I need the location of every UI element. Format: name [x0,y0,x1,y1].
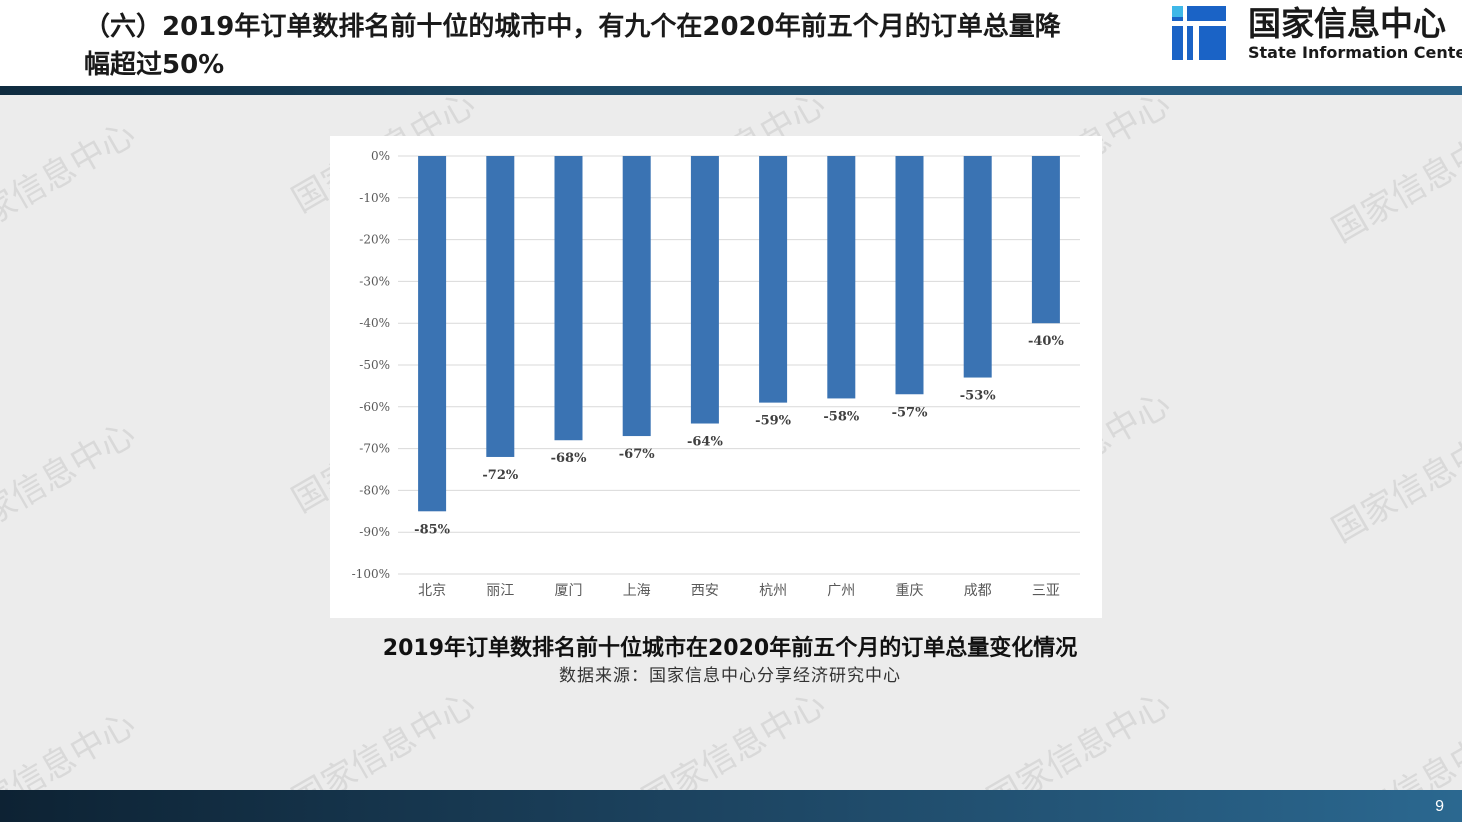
y-tick-label: -10% [359,191,390,205]
watermark-text: 国家信息中心 [1325,414,1462,551]
x-tick-label: 丽江 [486,583,514,599]
watermark-text: 国家信息中心 [1325,114,1462,251]
bar [963,156,992,378]
x-tick-label: 西安 [691,583,719,599]
bar [486,156,515,457]
watermark-text: 国家信息中心 [0,414,143,551]
data-label: -67% [619,447,655,462]
y-tick-label: -40% [359,316,390,330]
data-label: -68% [551,451,587,466]
y-tick-label: -50% [359,358,390,372]
bar [1031,156,1060,324]
x-tick-label: 成都 [964,583,992,599]
x-tick-label: 厦门 [555,583,583,599]
bar-chart: 0% -10% -20% -30% -40% -50% -60% -70% -80% -90% -1… [352,149,1080,599]
y-tick-label: -20% [359,233,390,247]
x-tick-label: 北京 [418,583,446,599]
watermark-text: 国家信息中心 [0,114,143,251]
data-label: -40% [1028,334,1064,349]
x-tick-label: 广州 [827,583,855,599]
logo-english-name: State Information Center [1248,43,1462,62]
watermark-text: 国家信息中心 [0,704,143,790]
y-tick-label: -30% [359,274,390,288]
y-tick-label: 0% [371,149,390,163]
slide-title: （六）2019年订单数排名前十位的城市中，有九个在2020年前五个月的订单总量降… [84,12,1061,80]
footer-bar [0,790,1462,822]
data-label: -58% [823,409,859,424]
watermark-text: 国家信息中心 [1325,714,1462,790]
bar [554,156,583,441]
data-label: -64% [687,435,723,450]
chart-caption-title: 2019年订单数排名前十位城市在2020年前五个月的订单总量变化情况 [382,636,1078,661]
x-tick-label: 杭州 [759,583,787,599]
page-number: 9 [1435,798,1444,815]
watermark-text: 国家信息中心 [285,684,483,790]
state-information-center-logo: 国家信息中心 State Information Center [1172,4,1462,64]
watermark-text: 国家信息中心 [635,684,833,790]
x-tick-label: 重庆 [896,583,924,599]
y-tick-label: -90% [359,525,390,539]
chart-source-note: 数据来源：国家信息中心分享经济研究中心 [559,666,901,686]
y-tick-label: -60% [359,400,390,414]
bar [895,156,924,395]
bar [418,156,447,512]
y-tick-label: -70% [359,442,390,456]
bar [622,156,651,437]
logo-chinese-name: 国家信息中心 [1248,4,1446,43]
slide-header: （六）2019年订单数排名前十位的城市中，有九个在2020年前五个月的订单总量降… [0,0,1462,86]
bar [759,156,788,403]
y-tick-label: -100% [352,567,390,581]
x-tick-label: 上海 [623,583,651,599]
y-tick-label: -80% [359,483,390,497]
data-label: -85% [414,522,450,537]
bar [690,156,719,424]
data-label: -57% [892,405,928,420]
bar [827,156,856,399]
data-label: -72% [482,468,518,483]
header-divider-bar [0,86,1462,95]
chart-container: 0% -10% -20% -30% -40% -50% -60% -70% -80% -90% -1… [330,136,1102,618]
data-label: -59% [755,414,791,429]
watermark-text: 国家信息中心 [980,684,1178,790]
sic-logo-icon [1172,6,1226,60]
x-tick-label: 三亚 [1032,583,1060,599]
data-label: -53% [960,389,996,404]
